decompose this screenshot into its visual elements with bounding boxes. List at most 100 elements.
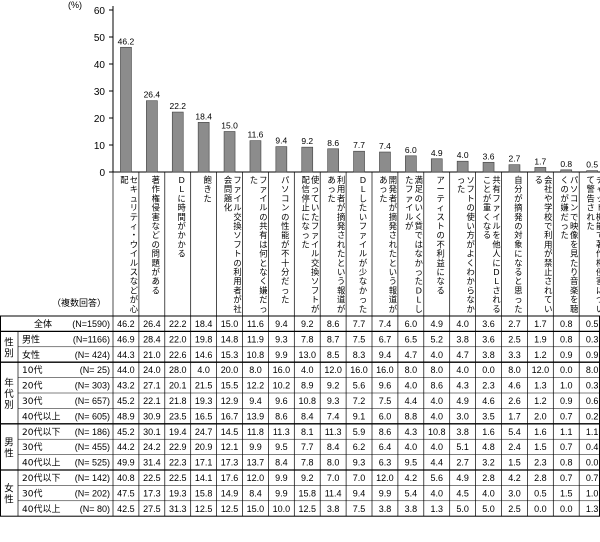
svg-text:で: で — [415, 230, 423, 240]
table-cell: 0.0 — [586, 458, 599, 468]
svg-text:報: 報 — [389, 285, 398, 295]
svg-text:分: 分 — [281, 267, 289, 277]
svg-text:た: た — [379, 193, 387, 203]
svg-text:か: か — [415, 258, 423, 268]
svg-text:か: か — [466, 276, 474, 286]
svg-text:者: 者 — [337, 193, 345, 203]
svg-text:ど: ど — [130, 285, 139, 295]
svg-text:報: 報 — [337, 285, 346, 295]
table-cell: 0.0 — [560, 365, 573, 375]
svg-text:の: の — [281, 212, 289, 222]
table-cell: 8.4 — [275, 458, 288, 468]
bar-value-label: 6.0 — [405, 145, 417, 155]
svg-text:れ: れ — [337, 239, 346, 249]
svg-text:換: 換 — [233, 221, 242, 231]
svg-text:さ: さ — [492, 285, 500, 295]
svg-text:フ: フ — [233, 239, 241, 249]
table-cell: 12.1 — [221, 442, 239, 452]
svg-text:楽: 楽 — [570, 285, 578, 295]
table-cell: 4.9 — [430, 319, 443, 329]
table-cell: 2.4 — [508, 442, 521, 452]
svg-text:ソ: ソ — [311, 276, 319, 286]
svg-text:用: 用 — [544, 239, 552, 249]
table-cell: 16.0 — [376, 365, 394, 375]
svg-text:テ: テ — [130, 212, 138, 222]
table-cell: 0.0 — [482, 365, 495, 375]
row-n: (N= 186) — [75, 427, 110, 437]
svg-text:あ: あ — [152, 276, 160, 286]
svg-text:し: し — [359, 193, 367, 203]
table-cell: 4.0 — [430, 488, 443, 498]
table-cell: 4.2 — [508, 473, 521, 483]
svg-text:と: と — [259, 258, 267, 268]
table-cell: 11.3 — [273, 427, 290, 437]
svg-text:と: と — [514, 276, 522, 286]
table-cell: 4.7 — [456, 350, 469, 360]
table-cell: 0.6 — [586, 396, 599, 406]
table-cell: 9.4 — [379, 350, 392, 360]
svg-text:が: が — [389, 304, 398, 314]
table-cell: 17.3 — [221, 458, 239, 468]
table-cell: 1.3 — [430, 504, 443, 514]
bar-value-label: 4.0 — [457, 150, 469, 160]
table-cell: 28.0 — [169, 365, 187, 375]
svg-text:で: で — [544, 221, 552, 231]
table-cell: 1.3 — [534, 381, 547, 391]
svg-text:社: 社 — [544, 184, 552, 194]
table-cell: 0.4 — [586, 442, 599, 452]
svg-text:ァ: ァ — [259, 184, 267, 194]
table-header-label: （複数回答） — [52, 297, 106, 309]
svg-text:能: 能 — [281, 230, 289, 240]
bar-value-label: 9.2 — [301, 136, 313, 146]
table-cell: 4.0 — [405, 442, 418, 452]
table-cell: 0.5 — [534, 488, 547, 498]
svg-text:っ: っ — [561, 221, 569, 231]
svg-text:た: た — [570, 258, 578, 268]
table-cell: 16.7 — [221, 411, 239, 421]
table-cell: 1.7 — [534, 319, 547, 329]
table-cell: 1.9 — [534, 334, 547, 344]
table-cell: 0.0 — [560, 504, 573, 514]
svg-text:っ: っ — [359, 295, 367, 305]
table-cell: 9.9 — [275, 350, 288, 360]
svg-text:か: か — [466, 304, 474, 314]
svg-text:代: 代 — [4, 389, 14, 400]
svg-text:作: 作 — [152, 184, 160, 194]
svg-text:年: 年 — [4, 377, 14, 389]
svg-text:ン: ン — [570, 203, 578, 213]
svg-text:た: た — [586, 221, 594, 231]
table-cell: 43.2 — [117, 381, 135, 391]
svg-text:時: 時 — [178, 203, 186, 213]
bar-value-label: 9.4 — [275, 136, 287, 146]
table-cell: 4.7 — [405, 350, 418, 360]
table-cell: 9.9 — [275, 488, 288, 498]
svg-text:く: く — [466, 258, 474, 268]
table-cell: 5.6 — [430, 473, 443, 483]
svg-text:と: と — [389, 258, 397, 268]
table-cell: 44.2 — [117, 442, 135, 452]
row-n: (N= 80) — [80, 504, 110, 514]
table-cell: 5.4 — [405, 488, 418, 498]
svg-text:た: た — [359, 203, 367, 213]
bar-value-label: 7.7 — [353, 140, 365, 150]
svg-text:セ: セ — [130, 175, 138, 185]
row-name: 男性 — [22, 333, 40, 345]
svg-text:ル: ル — [492, 221, 500, 231]
table-cell: 8.0 — [249, 365, 262, 375]
table-cell: 0.3 — [586, 381, 599, 391]
table-cell: 4.0 — [430, 442, 443, 452]
table-cell: 9.6 — [275, 396, 288, 406]
row-n: (N= 25) — [80, 365, 110, 375]
svg-text:性: 性 — [281, 221, 289, 231]
svg-text:性: 性 — [4, 494, 14, 506]
table-cell: 0.7 — [560, 411, 573, 421]
svg-text:他: 他 — [492, 239, 500, 249]
svg-text:配: 配 — [302, 175, 311, 185]
table-cell: 22.2 — [169, 319, 187, 329]
svg-text:使: 使 — [466, 212, 475, 222]
svg-text:止: 止 — [302, 203, 310, 213]
svg-text:ル: ル — [405, 212, 413, 222]
row-name: 20代以下 — [22, 473, 60, 484]
